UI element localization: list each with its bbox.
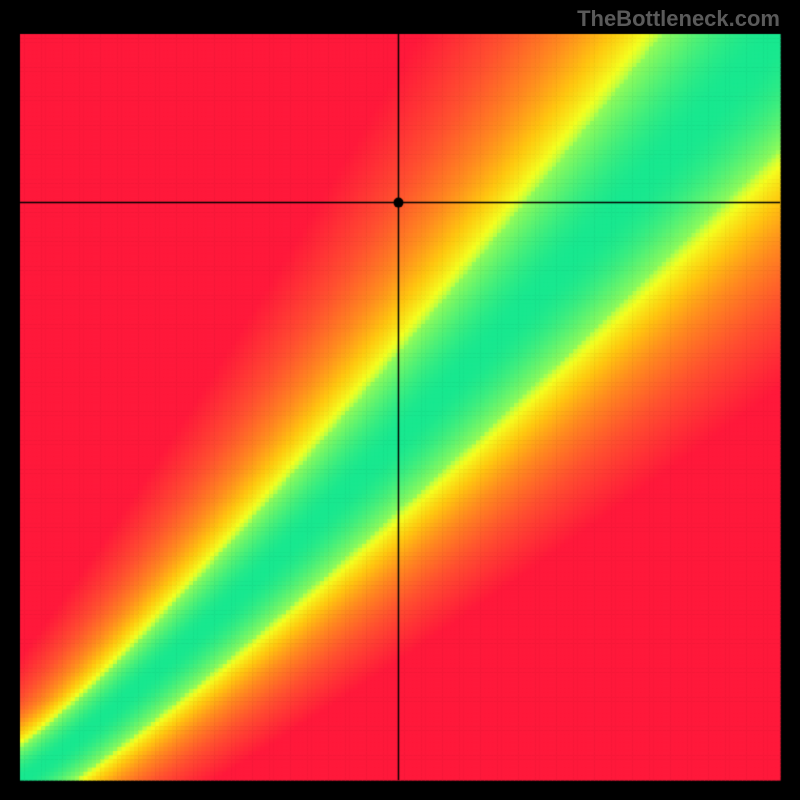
chart-container: { "watermark": { "text": "TheBottleneck.… (0, 0, 800, 800)
bottleneck-heatmap (0, 0, 800, 800)
watermark-text: TheBottleneck.com (577, 6, 780, 32)
